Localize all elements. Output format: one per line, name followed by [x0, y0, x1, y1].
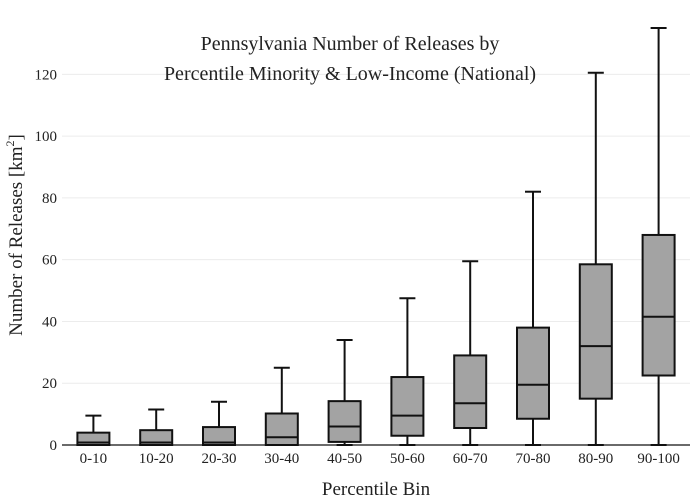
x-tick-label-80-90: 80-90 [578, 451, 613, 467]
x-tick-labels: 0-10 10-20 20-30 30-40 40-50 50-60 60-70 70-80 8… [80, 451, 680, 467]
x-axis-label: Percentile Bin [322, 479, 431, 500]
iqr-box [453, 354, 488, 430]
x-tick-label-90-100: 90-100 [637, 451, 680, 467]
box-10-20 [139, 408, 174, 447]
box-0-10 [76, 414, 111, 446]
x-tick-label-50-60: 50-60 [390, 451, 425, 467]
x-tick-label-10-20: 10-20 [139, 451, 174, 467]
y-tick-label: 100 [35, 129, 58, 145]
iqr-box [327, 400, 362, 443]
box-80-90 [578, 71, 613, 446]
y-axis-label-main: Number of Releases [km [6, 146, 27, 336]
chart-title-line-1: Pennsylvania Number of Releases by [201, 33, 500, 55]
iqr-box [516, 326, 550, 420]
y-tick-label: 20 [42, 376, 57, 392]
x-tick-label-70-80: 70-80 [516, 451, 551, 467]
x-tick-label-30-40: 30-40 [264, 451, 299, 467]
y-tick-label: 40 [42, 314, 57, 330]
x-tick-label-20-30: 20-30 [202, 451, 237, 467]
x-tick-label-60-70: 60-70 [453, 451, 488, 467]
iqr-box [578, 263, 613, 400]
iqr-box [641, 233, 676, 377]
box-60-70 [453, 260, 488, 446]
y-axis-label: Number of Releases [km2] [3, 134, 27, 336]
y-tick-label: 0 [50, 438, 58, 454]
box-40-50 [327, 338, 362, 446]
box-90-100 [641, 27, 676, 446]
box-50-60 [390, 297, 425, 446]
y-axis-label-end: ] [6, 134, 27, 140]
box-30-40 [264, 366, 299, 447]
chart-title-line-2: Percentile Minority & Low-Income (Nation… [164, 63, 536, 85]
x-tick-label-40-50: 40-50 [327, 451, 362, 467]
iqr-box [390, 376, 425, 437]
y-tick-label: 60 [42, 253, 57, 269]
box-70-80 [516, 190, 550, 446]
y-axis-label-sup: 2 [3, 140, 17, 146]
y-tick-label: 80 [42, 191, 57, 207]
boxes [76, 27, 676, 447]
iqr-box [264, 412, 299, 447]
x-tick-label-0-10: 0-10 [80, 451, 108, 467]
box-20-30 [202, 400, 236, 446]
y-tick-label: 120 [35, 67, 58, 83]
y-tick-labels: 0 20 40 60 80 100 120 [35, 67, 58, 454]
